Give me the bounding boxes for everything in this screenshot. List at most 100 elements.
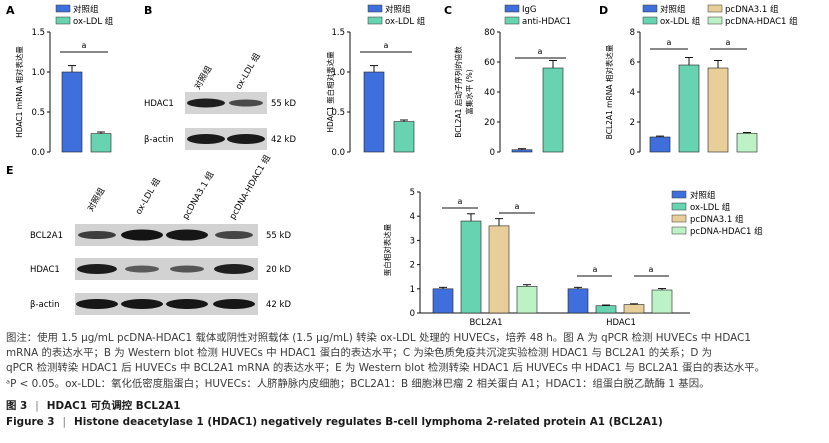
legend-d-swatch-hdac1 — [707, 16, 723, 25]
panel-letter-b: B — [144, 4, 152, 17]
legend-e-swatch-control — [671, 190, 687, 199]
figure-caption: 图注：使用 1.5 μg/mL pcDNA-HDAC1 载体或阴性对照载体 (1… — [6, 331, 824, 392]
panel-c-tick-label: 40 — [484, 88, 495, 98]
panel-e-sig-mark-4: a — [649, 265, 654, 274]
legend-c-label-igg: IgG — [522, 5, 537, 15]
panel-d-tick-label: 2 — [630, 118, 635, 128]
legend-e-swatch-oxldl — [671, 202, 687, 211]
blot-b-protein-hdac1: HDAC1 — [144, 99, 174, 109]
panel-c-bar-igg — [511, 149, 533, 153]
panel-e-sig-mark-1: a — [458, 197, 463, 206]
blot-e-protein-hdac1: HDAC1 — [30, 265, 60, 275]
panel-a-tick-label: 0.5 — [31, 108, 45, 118]
legend-e-label-oxldl: ox-LDL 组 — [690, 202, 731, 213]
panel-letter-a: A — [6, 4, 15, 17]
panel-d-ylabel: BCL2A1 mRNA 相对表达量 — [604, 44, 614, 139]
blot-e-lane-pcdna: pcDNA3.1 组 — [180, 169, 217, 221]
blot-b-size-hdac1: 55 kD — [271, 99, 296, 109]
panel-d-sig-mark-2: a — [726, 38, 731, 47]
caption-line-4: ᵃP < 0.05。ox-LDL：氧化低密度脂蛋白；HUVECs：人脐静脉内皮细… — [6, 377, 710, 390]
panel-a-tick-label: 1.0 — [31, 68, 45, 78]
blot-e-band-actin-oxldl — [121, 299, 163, 309]
panel-a-y-axis: 0.0 0.5 1.0 1.5 — [31, 28, 51, 158]
caption-line-3: qPCR 检测转染 HDAC1 后 HUVECs 中 BCL2A1 mRNA 的… — [6, 362, 766, 375]
blot-e-size-actin: 42 kD — [266, 300, 291, 310]
legend-c-swatch-igg — [504, 4, 520, 13]
panel-e-bar-bcl2a1-control — [432, 288, 454, 314]
panel-d-bar-pcdna — [707, 67, 729, 153]
panel-c-ylabel-1: BCL2A1 启动子序列的倍数 — [453, 46, 463, 138]
panel-e-tick-label: 2 — [410, 261, 415, 271]
panel-e-ylabel: 蛋白相对表达量 — [382, 223, 392, 276]
blot-e-lane-hdac1: pcDNA-HDAC1 组 — [227, 153, 273, 222]
panel-a-bar-control — [61, 71, 83, 153]
panel-a-bar-oxldl — [90, 133, 112, 153]
panel-d-y-axis: 0 2 4 6 8 — [630, 28, 641, 158]
legend-b-swatch-control — [367, 4, 383, 13]
blot-b-size-actin: 42 kD — [271, 135, 296, 145]
blot-b-band-actin-control — [187, 134, 225, 144]
legend-a-swatch-oxldl — [55, 16, 71, 25]
blot-b-protein-actin: β-actin — [144, 135, 173, 145]
panel-c-bars — [511, 60, 564, 153]
figure-number-en: Figure 3 — [6, 416, 55, 428]
figure-text-en: Histone deacetylase 1 (HDAC1) negatively… — [74, 416, 663, 428]
legend-e-label-control: 对照组 — [690, 190, 716, 201]
blot-b-band-hdac1-oxldl — [229, 99, 263, 107]
legend-c-label-anti-hdac1: anti-HDAC1 — [522, 17, 571, 27]
panel-e-sig-mark-2: a — [515, 202, 520, 211]
blot-b-band-hdac1-control — [187, 98, 225, 108]
blot-e-band-actin-pcdna — [166, 299, 208, 309]
panel-c-tick-label: 60 — [484, 58, 495, 68]
blot-b-membrane-actin — [185, 128, 267, 150]
legend-b-label-oxldl: ox-LDL 组 — [385, 16, 426, 27]
blot-e-band-actin-hdac1 — [213, 299, 255, 309]
panel-e-bar-hdac1-pcdna — [623, 304, 645, 314]
panel-letter-d: D — [599, 4, 608, 17]
panel-d-tick-label: 0 — [630, 148, 635, 158]
panel-e-bars — [432, 213, 673, 314]
panel-e-bar-hdac1-hdac1 — [651, 289, 673, 314]
blot-e-band-actin-control — [76, 299, 118, 309]
blot-e-band-hdac1-hdac1 — [214, 264, 254, 274]
panel-b-y-axis: 0.0 0.5 1.0 1.5 — [331, 28, 351, 158]
figure-text-cn: HDAC1 可负调控 BCL2A1 — [46, 400, 181, 412]
legend-b-swatch-oxldl — [367, 16, 383, 25]
panel-c-ylabel-2: 富集水平 (%) — [464, 69, 474, 114]
caption-line-2: mRNA 的表达水平；B 为 Western blot 检测 HUVECs 中 … — [6, 347, 713, 360]
panel-e-tick-label: 0 — [410, 309, 415, 319]
figure-title-cn: 图 3 | HDAC1 可负调控 BCL2A1 — [6, 400, 181, 412]
legend-e-label-hdac1: pcDNA-HDAC1 组 — [690, 226, 763, 237]
blot-e-size-hdac1: 20 kD — [266, 265, 291, 275]
panel-a-sig-mark: a — [82, 41, 87, 50]
blot-b-lane-control: 对照组 — [192, 63, 215, 91]
figure-number-cn: 图 3 — [6, 400, 28, 412]
panel-b-tick-label: 0.5 — [331, 108, 345, 118]
panel-b-sig-mark: a — [384, 41, 389, 50]
panel-b-tick-label: 1.5 — [331, 28, 345, 38]
panel-e-bar-bcl2a1-oxldl — [460, 220, 482, 314]
panel-e-tick-label: 5 — [410, 188, 415, 198]
legend-d-label-hdac1: pcDNA-HDAC1 组 — [725, 16, 798, 27]
figure-panels: A HDAC1 mRNA 相对表达量 0.0 0.5 1.0 1.5 a 对照组 ox… — [6, 4, 798, 328]
panel-e-bar-hdac1-oxldl — [595, 305, 617, 314]
legend-e-label-pcdna: pcDNA3.1 组 — [690, 214, 744, 225]
panel-b-bar-control — [363, 71, 385, 153]
panel-e-bar-bcl2a1-pcdna — [488, 225, 510, 314]
legend-b-label-control: 对照组 — [385, 4, 411, 15]
panel-letter-e: E — [6, 164, 14, 177]
blot-e-protein-bcl2a1: BCL2A1 — [30, 231, 63, 241]
panel-a-tick-label: 0.0 — [31, 148, 45, 158]
legend-c-swatch-anti-hdac1 — [504, 16, 520, 25]
blot-e-band-bcl2a1-control — [78, 231, 116, 239]
panel-a-tick-label: 1.5 — [31, 28, 45, 38]
blot-e-protein-actin: β-actin — [30, 300, 59, 310]
legend-a-swatch-control — [55, 4, 71, 13]
panel-c-bar-anti-hdac1 — [542, 67, 564, 153]
panel-a-bars — [61, 65, 112, 153]
blot-e-band-hdac1-oxldl — [125, 265, 159, 273]
panel-d-tick-label: 4 — [630, 88, 635, 98]
legend-d-label-oxldl: ox-LDL 组 — [660, 16, 701, 27]
panel-e-tick-label: 4 — [410, 212, 415, 222]
legend-e-swatch-hdac1 — [671, 226, 687, 235]
